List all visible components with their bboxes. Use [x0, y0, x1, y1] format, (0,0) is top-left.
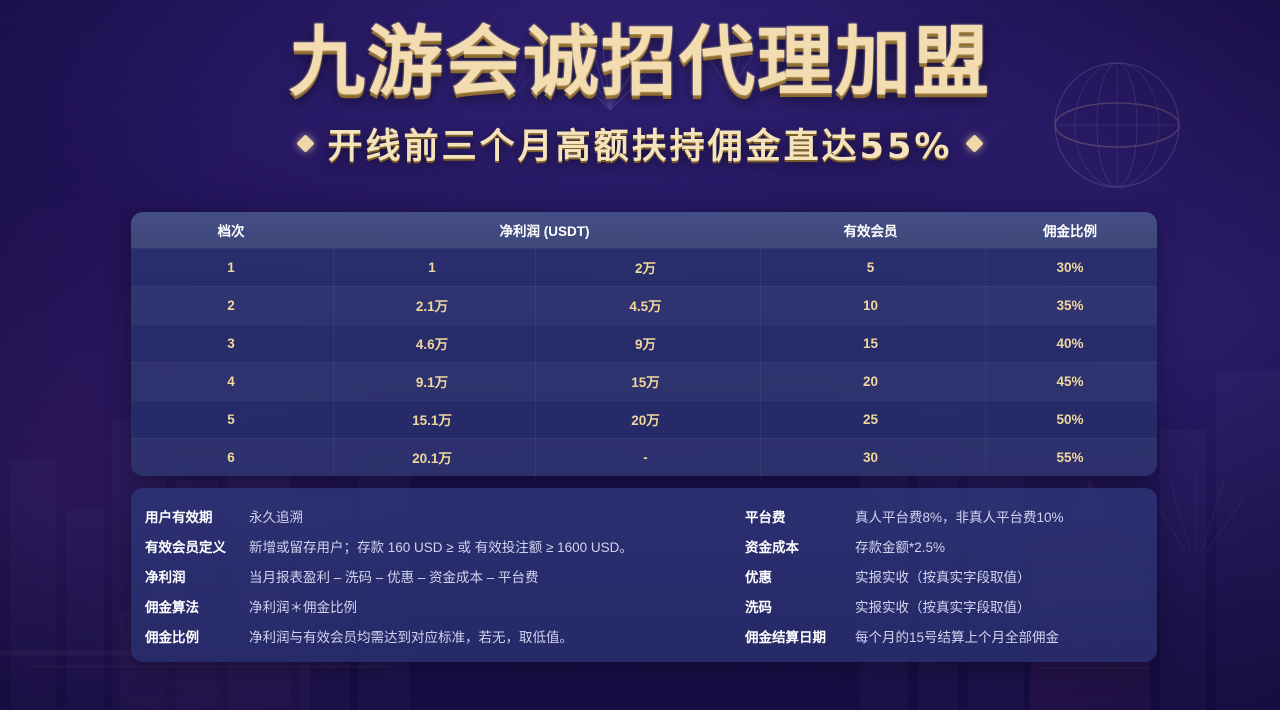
cell-rate: 45%: [1056, 373, 1084, 389]
cell-tier: 4: [227, 373, 235, 389]
terms-value: 净利润＊佣金比例: [249, 600, 357, 615]
terms-value: 当月报表盈利 – 洗码 – 优惠 – 资金成本 – 平台费: [249, 570, 539, 585]
terms-value: 每个月的15号结算上个月全部佣金: [855, 630, 1060, 645]
table-row: 4 9.1万 15万 20 45%: [131, 362, 1157, 400]
cell-profit-max: -: [643, 449, 648, 465]
terms-label: 佣金算法: [145, 600, 199, 615]
terms-label: 佣金比例: [145, 630, 199, 645]
cell-members: 30: [862, 449, 879, 465]
terms-value: 净利润与有效会员均需达到对应标准，若无，取低值。: [249, 630, 573, 645]
cell-members: 25: [862, 411, 879, 427]
terms-label: 优惠: [745, 570, 772, 585]
terms-item: 用户有效期 永久追溯: [145, 506, 701, 536]
terms-value: 新增或留存用户；存款 160 USD ≥ 或 有效投注额 ≥ 1600 USD。: [249, 540, 633, 555]
cell-profit-min: 1: [428, 259, 436, 275]
cell-profit-min: 15.1万: [412, 413, 452, 428]
cell-tier: 3: [227, 335, 235, 351]
terms-value: 实报实收（按真实字段取值）: [855, 570, 1031, 585]
terms-item: 资金成本 存款金额*2.5%: [745, 536, 1157, 566]
table-row: 6 20.1万 - 30 55%: [131, 438, 1157, 476]
page-title: 九游会诚招代理加盟: [289, 17, 991, 106]
terms-value: 真人平台费8%，非真人平台费10%: [855, 510, 1064, 525]
terms-item: 佣金结算日期 每个月的15号结算上个月全部佣金: [745, 626, 1157, 656]
table-row: 5 15.1万 20万 25 50%: [131, 400, 1157, 438]
cell-members: 20: [862, 373, 879, 389]
terms-item: 佣金比例 净利润与有效会员均需达到对应标准，若无，取低值。: [145, 626, 701, 656]
cell-rate: 35%: [1056, 297, 1084, 313]
terms-value: 实报实收（按真实字段取值）: [855, 600, 1031, 615]
cell-rate: 50%: [1056, 411, 1084, 427]
cell-profit-max: 9万: [634, 337, 656, 352]
terms-label: 佣金结算日期: [745, 630, 826, 645]
cell-profit-min: 20.1万: [412, 451, 452, 466]
table-row: 2 2.1万 4.5万 10 35%: [131, 286, 1157, 324]
banner-header: 九游会诚招代理加盟 开线前三个月高额扶持佣金直达55%: [0, 0, 1280, 169]
subtitle-row: 开线前三个月高额扶持佣金直达55%: [0, 118, 1280, 169]
terms-label: 净利润: [145, 570, 186, 585]
page-subtitle: 开线前三个月高额扶持佣金直达55%: [327, 126, 953, 167]
terms-label: 洗码: [745, 600, 772, 615]
header-rate: 佣金比例: [1043, 224, 1097, 239]
terms-value: 永久追溯: [249, 510, 303, 525]
cell-tier: 1: [227, 259, 235, 275]
header-profit: 净利润 (USDT): [499, 224, 590, 239]
terms-label: 资金成本: [745, 540, 799, 555]
terms-label: 平台费: [745, 510, 786, 525]
terms-value: 存款金额*2.5%: [855, 540, 946, 555]
table-row: 1 1 2万 5 30%: [131, 248, 1157, 286]
cell-members: 5: [866, 259, 875, 275]
cell-members: 15: [862, 335, 879, 351]
cell-profit-min: 9.1万: [415, 375, 449, 390]
diamond-right-icon: [965, 134, 985, 153]
terms-item: 有效会员定义 新增或留存用户；存款 160 USD ≥ 或 有效投注额 ≥ 16…: [145, 536, 701, 566]
terms-column-left: 用户有效期 永久追溯 有效会员定义 新增或留存用户；存款 160 USD ≥ 或…: [131, 506, 701, 662]
cell-profit-min: 4.6万: [415, 337, 449, 352]
cell-profit-max: 20万: [631, 413, 660, 428]
cell-profit-max: 4.5万: [629, 299, 662, 314]
table-row: 3 4.6万 9万 15 40%: [131, 324, 1157, 362]
diamond-left-icon: [295, 134, 315, 153]
header-members: 有效会员: [843, 224, 898, 239]
terms-info-panel: 用户有效期 永久追溯 有效会员定义 新增或留存用户；存款 160 USD ≥ 或…: [131, 488, 1157, 662]
cell-rate: 40%: [1056, 335, 1084, 351]
cell-tier: 5: [227, 411, 235, 427]
header-tier: 档次: [217, 224, 245, 239]
cell-rate: 55%: [1056, 449, 1084, 465]
cell-profit-min: 2.1万: [415, 299, 449, 314]
table-header-row: 档次 净利润 (USDT) 有效会员 佣金比例: [131, 212, 1157, 248]
commission-tier-table: 档次 净利润 (USDT) 有效会员 佣金比例 1 1 2万 5 30% 2 2…: [131, 212, 1157, 476]
terms-item: 佣金算法 净利润＊佣金比例: [145, 596, 701, 626]
terms-item: 洗码 实报实收（按真实字段取值）: [745, 596, 1157, 626]
terms-item: 优惠 实报实收（按真实字段取值）: [745, 566, 1157, 596]
terms-item: 平台费 真人平台费8%，非真人平台费10%: [745, 506, 1157, 536]
cell-profit-max: 2万: [634, 261, 656, 276]
cell-members: 10: [862, 297, 879, 313]
terms-label: 用户有效期: [145, 510, 213, 525]
terms-column-right: 平台费 真人平台费8%，非真人平台费10% 资金成本 存款金额*2.5% 优惠 …: [701, 506, 1157, 662]
cell-profit-max: 15万: [631, 375, 660, 390]
cell-rate: 30%: [1056, 259, 1084, 275]
terms-item: 净利润 当月报表盈利 – 洗码 – 优惠 – 资金成本 – 平台费: [145, 566, 701, 596]
cell-tier: 6: [227, 449, 235, 465]
terms-label: 有效会员定义: [145, 540, 226, 555]
cell-tier: 2: [227, 297, 235, 313]
